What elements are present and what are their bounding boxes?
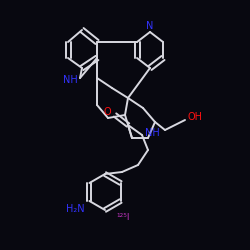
Text: O: O	[103, 107, 111, 117]
Text: ¹²⁵I: ¹²⁵I	[116, 214, 130, 222]
Text: NH: NH	[144, 128, 160, 138]
Text: OH: OH	[188, 112, 202, 122]
Text: NH: NH	[62, 75, 78, 85]
Text: H₂N: H₂N	[66, 204, 85, 214]
Text: N: N	[146, 21, 154, 31]
